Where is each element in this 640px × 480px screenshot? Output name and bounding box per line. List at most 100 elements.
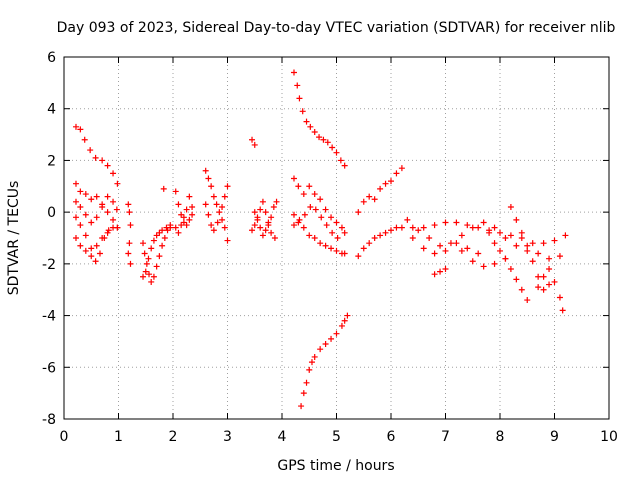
data-point (458, 232, 465, 239)
data-point (307, 203, 314, 210)
data-point (469, 224, 476, 231)
data-point (143, 260, 150, 267)
data-point (513, 216, 520, 223)
data-point (311, 353, 318, 360)
data-point (507, 203, 514, 210)
data-point (360, 245, 367, 252)
data-point (333, 149, 340, 156)
data-point (535, 284, 542, 291)
data-point (92, 154, 99, 161)
data-point (338, 224, 345, 231)
data-point (114, 224, 121, 231)
data-point (328, 245, 335, 252)
plot-frame (63, 56, 610, 420)
data-point (431, 271, 438, 278)
series-s15 (249, 198, 278, 241)
data-point (404, 216, 411, 223)
data-point (93, 242, 100, 249)
data-point (333, 219, 340, 226)
data-point (153, 263, 160, 270)
data-point (341, 250, 348, 257)
data-point (529, 258, 536, 265)
data-point (333, 330, 340, 337)
data-point (104, 193, 111, 200)
data-point (296, 216, 303, 223)
data-point (254, 214, 261, 221)
data-point (491, 260, 498, 267)
data-point (366, 193, 373, 200)
data-point (377, 185, 384, 192)
data-point (311, 235, 318, 241)
data-point (341, 317, 348, 324)
data-point (189, 203, 196, 210)
data-point (110, 216, 117, 223)
data-point (513, 276, 520, 283)
data-point (344, 312, 351, 319)
data-point (99, 203, 106, 210)
data-point (186, 216, 193, 223)
data-point (270, 203, 277, 210)
data-point (88, 245, 95, 252)
data-point (208, 183, 215, 190)
data-point (273, 198, 280, 205)
data-point (219, 216, 226, 223)
data-point (316, 134, 323, 141)
series-s24 (431, 266, 449, 278)
data-point (337, 157, 344, 164)
series-s22 (355, 219, 569, 260)
data-point (189, 211, 196, 218)
y-tick-label: -8 (42, 412, 56, 428)
data-point (290, 211, 297, 218)
data-point (318, 214, 325, 221)
data-point (317, 240, 324, 247)
data-point (464, 222, 471, 229)
series-s29 (409, 235, 482, 257)
data-point (221, 193, 228, 200)
series-s28 (458, 247, 509, 270)
data-point (127, 260, 134, 267)
series-s27 (535, 266, 566, 314)
data-point (88, 219, 95, 226)
data-point (175, 201, 182, 208)
data-point (77, 126, 84, 133)
data-point (251, 141, 258, 148)
series-s23 (404, 216, 563, 262)
series-s6 (125, 201, 134, 267)
chart-title: Day 093 of 2023, Sidereal Day-to-day VTE… (57, 20, 616, 36)
data-point (556, 253, 563, 260)
data-point (306, 366, 313, 373)
data-point (126, 209, 133, 216)
y-tick-label: -6 (42, 360, 56, 376)
data-markers (72, 69, 569, 410)
data-point (77, 188, 84, 195)
series-s14 (251, 198, 280, 239)
data-point (150, 237, 157, 244)
data-point (546, 281, 553, 288)
data-point (317, 196, 324, 203)
data-point (161, 235, 168, 241)
data-point (409, 224, 416, 231)
data-point (393, 170, 400, 177)
data-point (388, 227, 394, 234)
data-point (442, 219, 449, 226)
data-point (172, 224, 179, 231)
data-point (320, 136, 327, 143)
data-point (146, 271, 153, 278)
data-point (294, 82, 301, 89)
data-point (262, 209, 269, 216)
data-point (458, 247, 465, 254)
data-point (306, 232, 313, 239)
series-s21 (355, 165, 405, 216)
data-point (382, 229, 389, 236)
data-point (431, 222, 438, 229)
data-point (156, 253, 163, 260)
x-tick-label: 4 (278, 429, 287, 445)
data-point (178, 222, 185, 229)
data-point (540, 286, 547, 293)
data-point (160, 185, 167, 192)
data-point (82, 232, 89, 239)
data-point (259, 198, 266, 205)
data-point (540, 273, 547, 280)
data-point (214, 219, 221, 226)
